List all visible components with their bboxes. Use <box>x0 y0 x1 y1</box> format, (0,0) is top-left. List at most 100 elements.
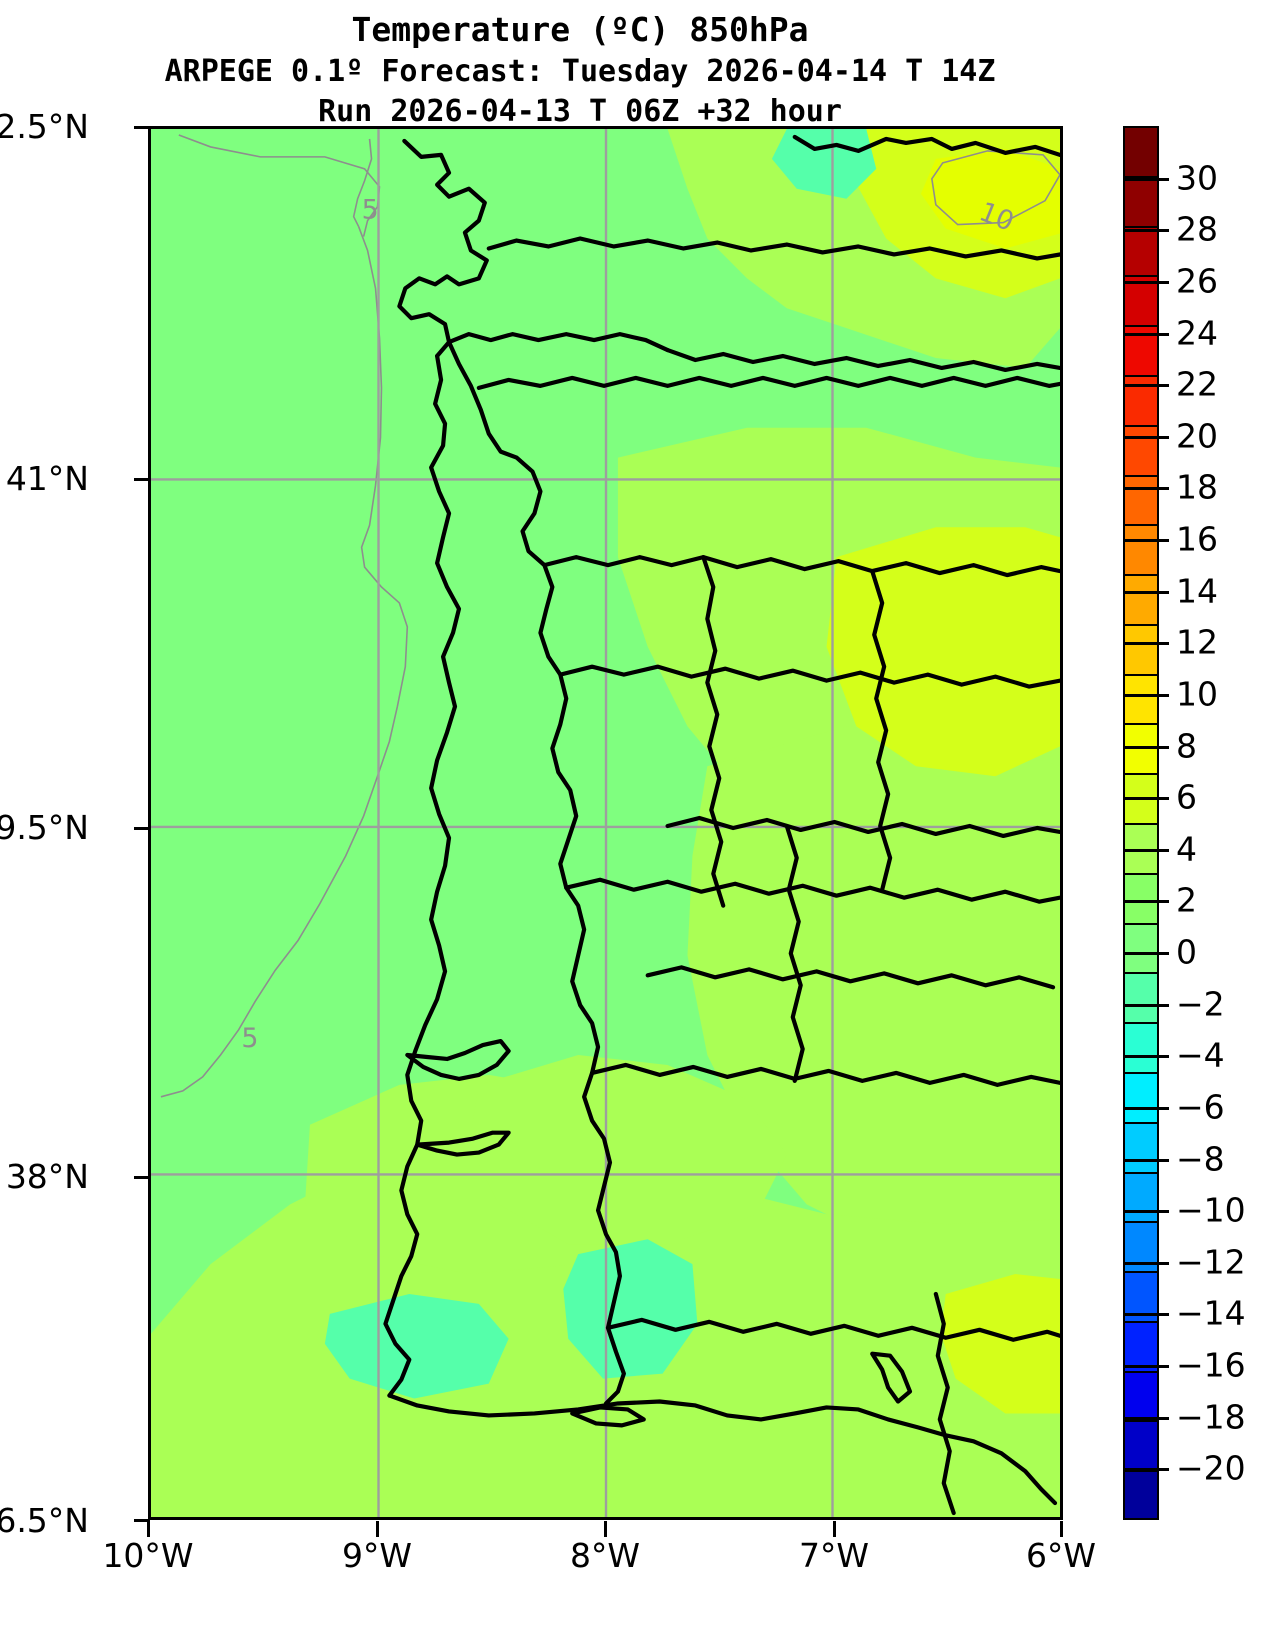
colorbar-segment <box>1125 625 1157 676</box>
colorbar-tick-label: −4 <box>1176 1035 1225 1075</box>
colorbar-tick-label: 8 <box>1176 726 1197 766</box>
bay-faro <box>570 1405 646 1428</box>
colorbar-tick <box>1123 745 1169 749</box>
colorbar-band-separator <box>1125 175 1157 178</box>
colorbar-band-separator <box>1125 773 1157 776</box>
coast-algarve <box>387 1393 1058 1506</box>
x-axis-tick-8W <box>604 1521 607 1537</box>
colorbar-tick-label: 14 <box>1176 571 1218 611</box>
contour-line-5-coast <box>160 226 409 1098</box>
y-axis-tick-42_5N <box>134 126 150 129</box>
colorbar-tick <box>1123 1158 1169 1162</box>
colorbar-tick <box>1123 1055 1169 1059</box>
colorbar-segment <box>1125 526 1157 577</box>
colorbar-segment <box>1125 1173 1157 1224</box>
colorbar-segment <box>1125 1073 1157 1124</box>
colorbar-tick <box>1123 435 1169 439</box>
contour-label-5-west: 5 <box>241 1023 258 1054</box>
colorbar-band-separator <box>1125 1420 1157 1423</box>
colorbar-tick <box>1123 642 1169 646</box>
colorbar-tick-label: 28 <box>1176 209 1218 249</box>
y-axis-tick-38N <box>134 1176 150 1179</box>
colorbar-tick-label: 24 <box>1176 313 1218 353</box>
colorbar-tick <box>1123 487 1169 491</box>
x-axis-label-7W: 7°W <box>798 1536 870 1575</box>
colorbar-band-separator <box>1125 1221 1157 1224</box>
colorbar-band-separator <box>1125 872 1157 875</box>
x-axis-label-6W: 6°W <box>1025 1536 1097 1575</box>
colorbar-tick <box>1123 1003 1169 1007</box>
colorbar-tick-label: −16 <box>1176 1345 1246 1385</box>
colorbar-band-separator <box>1125 1171 1157 1174</box>
colorbar-band-separator <box>1125 972 1157 975</box>
band-8-10-mid-east <box>687 726 1060 1265</box>
contour-label-5-north: 5 <box>362 195 379 226</box>
colorbar-tick-label: 6 <box>1176 777 1197 817</box>
y-axis-label-36_5N: 36.5°N <box>0 1501 89 1540</box>
colorbar-tick <box>1123 952 1169 956</box>
border-galicia-1 <box>486 236 1060 261</box>
colorbar-band-separator <box>1125 574 1157 577</box>
map-canvas: 5 5 10 <box>151 129 1060 1517</box>
colorbar-band-separator <box>1125 225 1157 228</box>
colorbar-band-separator <box>1125 1271 1157 1274</box>
x-axis-tick-10W <box>147 1521 150 1537</box>
colorbar-tick <box>1123 280 1169 284</box>
colorbar-band-separator <box>1125 374 1157 377</box>
y-axis-label-39_5N: 39.5°N <box>0 808 89 847</box>
colorbar-tick <box>1123 177 1169 181</box>
colorbar-tick <box>1123 1313 1169 1317</box>
colorbar-segment <box>1125 874 1157 925</box>
colorbar-tick <box>1123 1468 1169 1472</box>
colorbar-band-separator <box>1125 275 1157 278</box>
colorbar-tick <box>1123 848 1169 852</box>
colorbar-band-separator <box>1125 424 1157 427</box>
colorbar-tick-label: 30 <box>1176 158 1218 198</box>
x-axis-label-9W: 9°W <box>341 1536 413 1575</box>
y-axis-tick-36_5N <box>134 1519 150 1522</box>
colorbar-segment <box>1125 1472 1157 1518</box>
y-axis-label-38N: 38°N <box>5 1157 89 1196</box>
colorbar-tick <box>1123 332 1169 336</box>
temperature-colorbar[interactable] <box>1123 126 1159 1520</box>
isotherm-contour-lines <box>160 134 1060 1098</box>
estuary-tagus <box>405 1038 511 1081</box>
border-andalusia-vertical <box>933 1291 956 1516</box>
colorbar-tick <box>1123 590 1169 594</box>
colorbar-tick-label: 20 <box>1176 416 1218 456</box>
colorbar-band-separator <box>1125 1121 1157 1124</box>
chart-title-block: Temperature (ºC) 850hPa ARPEGE 0.1º Fore… <box>0 0 1160 132</box>
contour-line-5-lisbon-arm <box>352 138 373 227</box>
colorbar-tick-label: 10 <box>1176 674 1218 714</box>
colorbar-segment <box>1125 1223 1157 1273</box>
colorbar-tick-label: −10 <box>1176 1190 1246 1230</box>
colorbar-segment <box>1125 1024 1157 1074</box>
colorbar-tick <box>1123 384 1169 388</box>
colorbar-tick-label: 0 <box>1176 932 1197 972</box>
colorbar-tick <box>1123 900 1169 904</box>
colorbar-band-separator <box>1125 1071 1157 1074</box>
colorbar-tick-label: −20 <box>1176 1448 1246 1488</box>
colorbar-tick-label: −12 <box>1176 1242 1246 1282</box>
colorbar-tick-label: 22 <box>1176 364 1218 404</box>
colorbar-segment <box>1125 725 1157 776</box>
colorbar-segment <box>1125 1322 1157 1373</box>
band-10-12-ne-interior <box>826 527 1060 777</box>
colorbar-tick-label: −2 <box>1176 984 1225 1024</box>
colorbar-tick <box>1123 1416 1169 1420</box>
colorbar-band-separator <box>1125 474 1157 477</box>
colorbar-segment <box>1125 974 1157 1025</box>
colorbar-segment <box>1125 177 1157 228</box>
colorbar-segment <box>1125 576 1157 626</box>
colorbar-tick-label: 26 <box>1176 261 1218 301</box>
x-axis-tick-6W <box>1060 1521 1063 1537</box>
colorbar-tick <box>1123 797 1169 801</box>
coast-galicia-rias <box>397 138 489 359</box>
border-castilla-2 <box>558 664 1060 689</box>
colorbar-tick-label: 16 <box>1176 519 1218 559</box>
colorbar-band-separator <box>1125 325 1157 328</box>
colorbar-tick-label: 18 <box>1176 467 1218 507</box>
colorbar-tick-label: −6 <box>1176 1087 1225 1127</box>
colorbar-tick-label: −14 <box>1176 1293 1246 1333</box>
border-portugal-spain <box>446 332 670 353</box>
